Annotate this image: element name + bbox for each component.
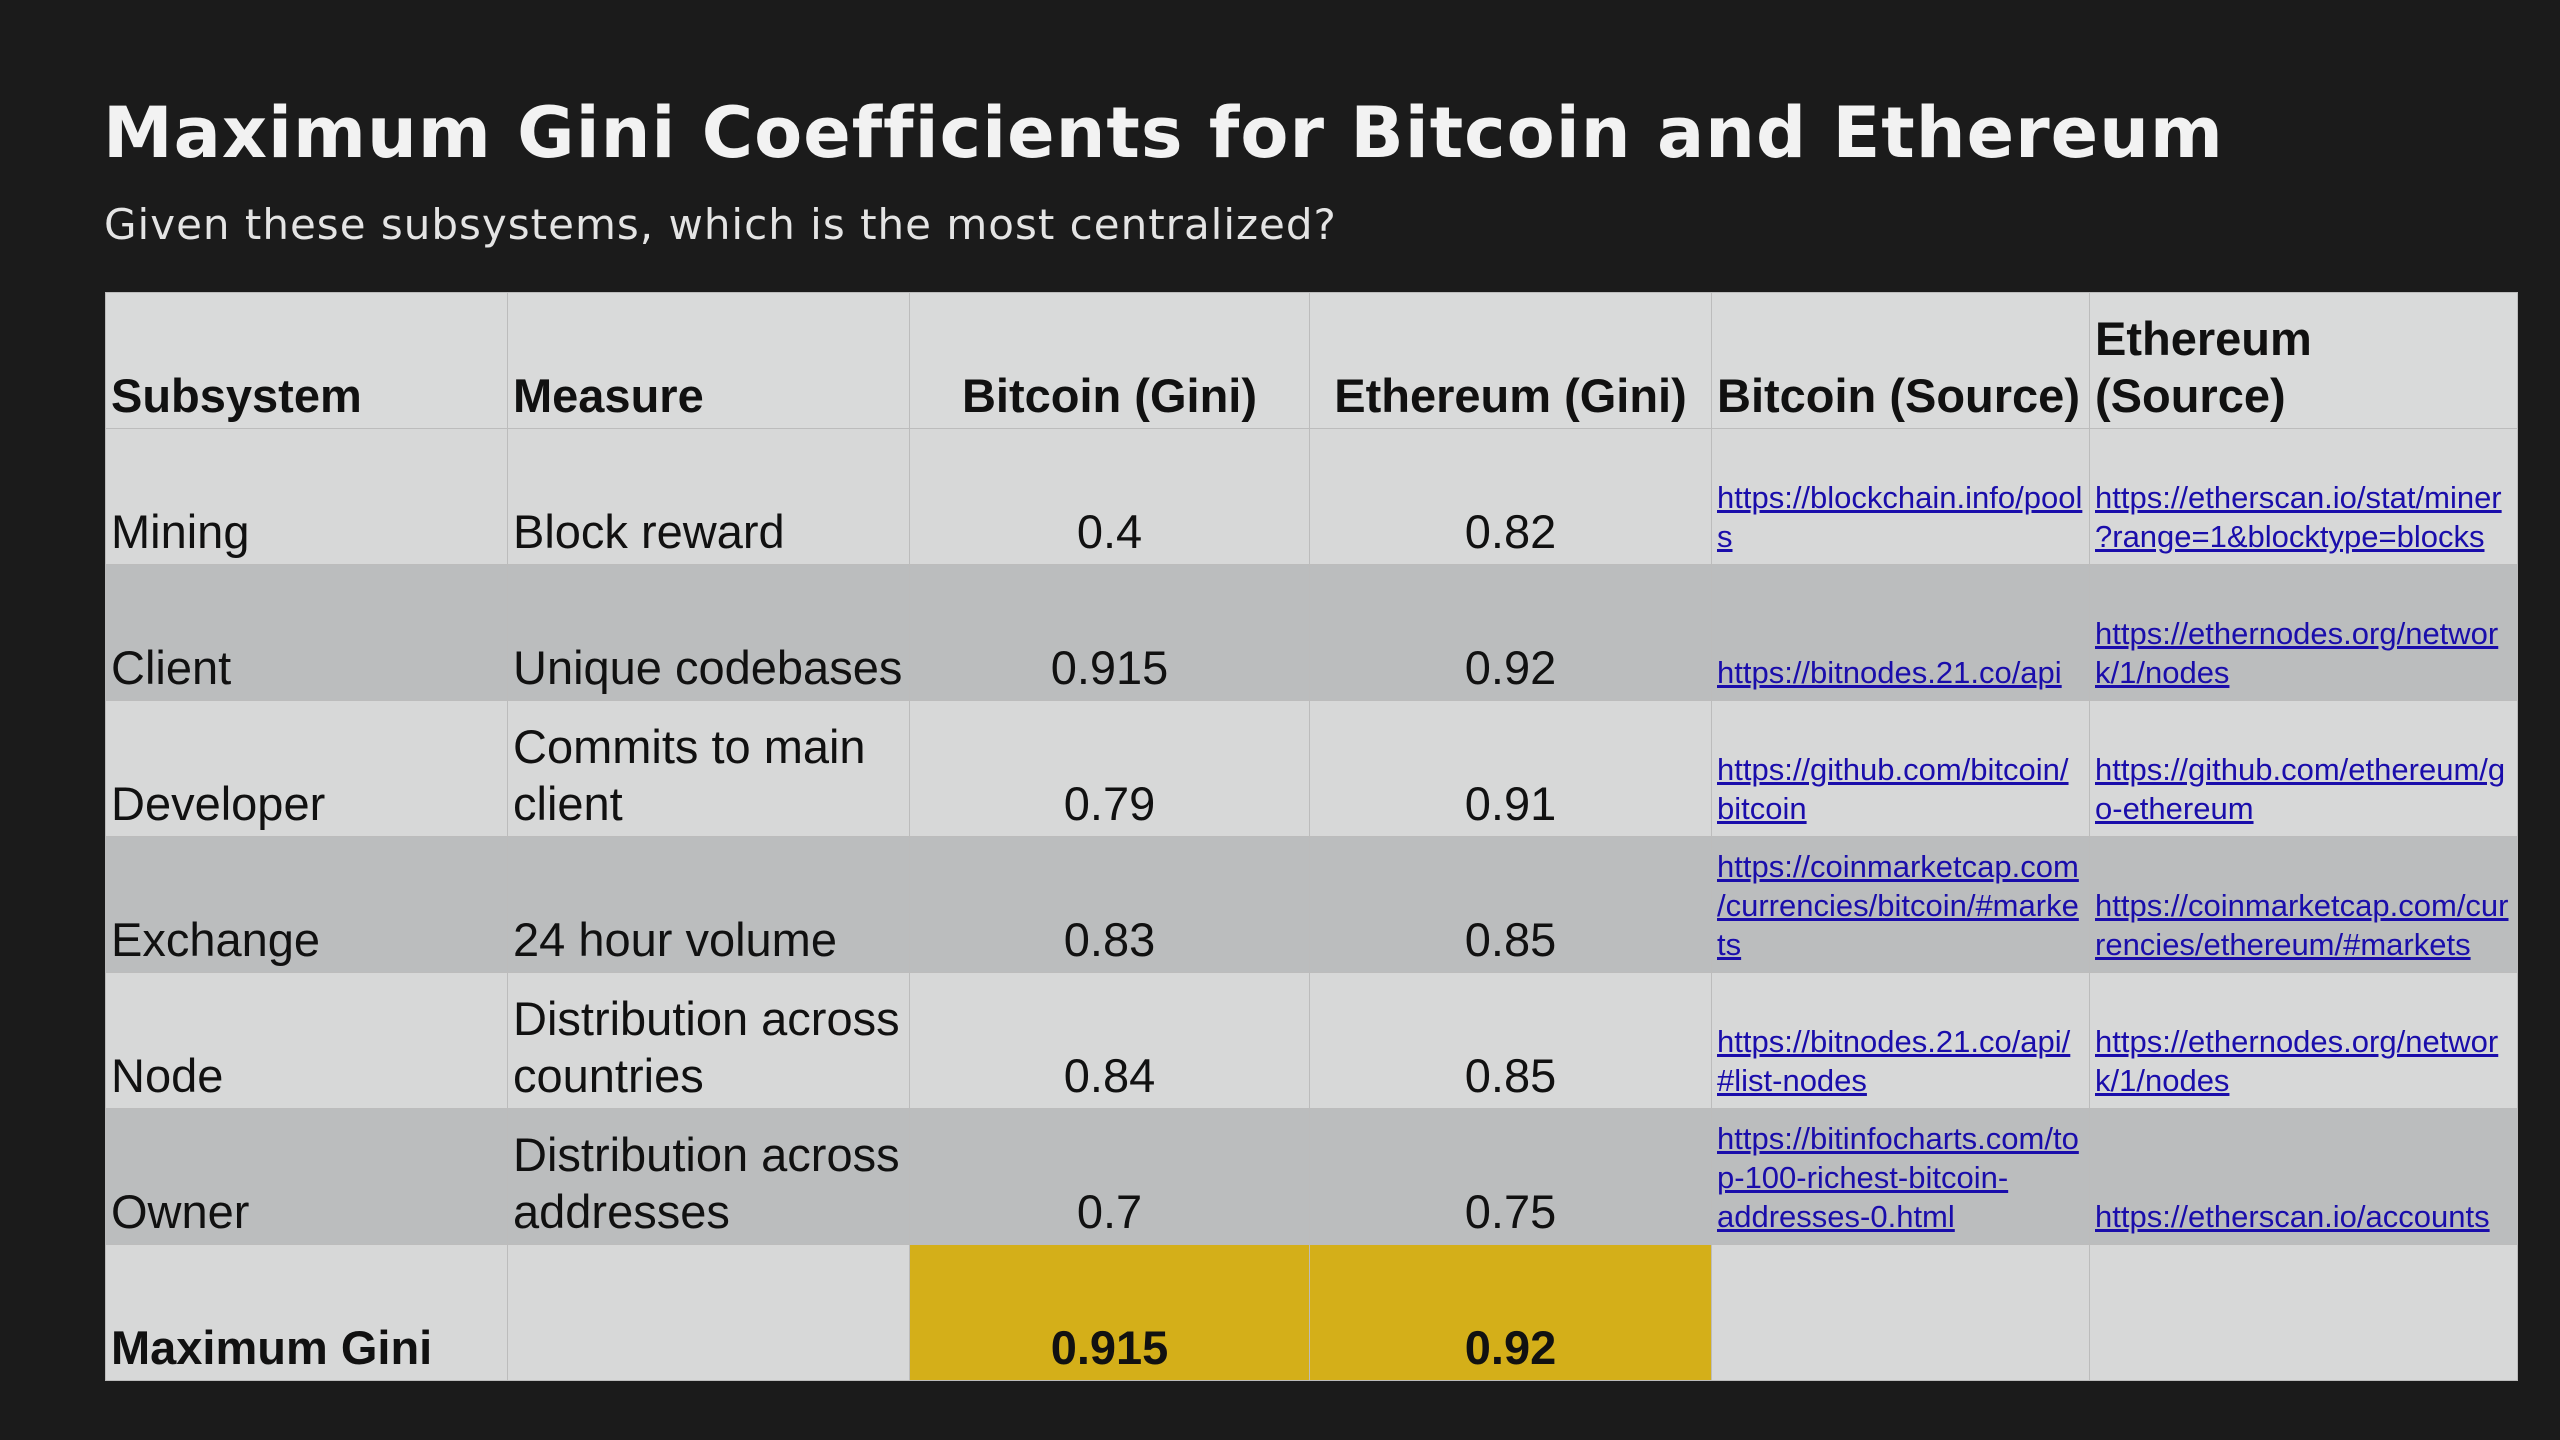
bitcoin-source-link[interactable]: https://blockchain.info/pools (1717, 480, 2083, 554)
table-header-row: Subsystem Measure Bitcoin (Gini) Ethereu… (105, 292, 2518, 429)
ethereum-source-link[interactable]: https://ethernodes.org/network/1/nodes (2095, 616, 2499, 690)
bitcoin-source-link[interactable]: https://github.com/bitcoin/bitcoin (1717, 752, 2069, 826)
cell-bitcoin-gini: 0.4 (909, 428, 1310, 565)
ethereum-source-link[interactable]: https://etherscan.io/accounts (2095, 1199, 2490, 1234)
table-row: Mining Block reward 0.4 0.82 https://blo… (105, 428, 2518, 565)
header-ethereum-source: Ethereum (Source) (2089, 292, 2518, 429)
bitcoin-source-link[interactable]: https://bitnodes.21.co/api (1717, 655, 2062, 690)
cell-total-ethereum-source-empty (2089, 1244, 2518, 1381)
header-measure: Measure (507, 292, 910, 429)
bitcoin-source-link[interactable]: https://bitnodes.21.co/api/#list-nodes (1717, 1024, 2071, 1098)
slide-title: Maximum Gini Coefficients for Bitcoin an… (103, 92, 2224, 174)
cell-bitcoin-source: https://bitnodes.21.co/api (1711, 564, 2090, 701)
cell-ethereum-gini: 0.92 (1309, 564, 1712, 701)
cell-ethereum-gini: 0.85 (1309, 836, 1712, 973)
cell-ethereum-source: https://etherscan.io/accounts (2089, 1108, 2518, 1245)
cell-measure: Distribution across countries (507, 972, 910, 1109)
cell-bitcoin-source: https://blockchain.info/pools (1711, 428, 2090, 565)
gini-table: Subsystem Measure Bitcoin (Gini) Ethereu… (105, 292, 2518, 1381)
header-bitcoin-source: Bitcoin (Source) (1711, 292, 2090, 429)
gini-table-container: Subsystem Measure Bitcoin (Gini) Ethereu… (105, 292, 2518, 1381)
cell-ethereum-gini: 0.91 (1309, 700, 1712, 837)
cell-max-bitcoin-gini: 0.915 (909, 1244, 1310, 1381)
cell-bitcoin-gini: 0.7 (909, 1108, 1310, 1245)
cell-total-measure-empty (507, 1244, 910, 1381)
ethereum-source-link[interactable]: https://coinmarketcap.com/currencies/eth… (2095, 888, 2509, 962)
cell-subsystem: Mining (105, 428, 508, 565)
ethereum-source-link[interactable]: https://ethernodes.org/network/1/nodes (2095, 1024, 2499, 1098)
bitcoin-source-link[interactable]: https://bitinfocharts.com/top-100-riches… (1717, 1121, 2079, 1234)
cell-bitcoin-source: https://bitinfocharts.com/top-100-riches… (1711, 1108, 2090, 1245)
header-subsystem: Subsystem (105, 292, 508, 429)
table-row: Node Distribution across countries 0.84 … (105, 972, 2518, 1109)
cell-ethereum-source: https://ethernodes.org/network/1/nodes (2089, 564, 2518, 701)
table-row: Client Unique codebases 0.915 0.92 https… (105, 564, 2518, 701)
cell-bitcoin-gini: 0.79 (909, 700, 1310, 837)
bitcoin-source-link[interactable]: https://coinmarketcap.com/currencies/bit… (1717, 849, 2079, 962)
cell-bitcoin-gini: 0.84 (909, 972, 1310, 1109)
cell-subsystem: Developer (105, 700, 508, 837)
ethereum-source-link[interactable]: https://github.com/ethereum/go-ethereum (2095, 752, 2506, 826)
cell-measure: Block reward (507, 428, 910, 565)
cell-ethereum-source: https://github.com/ethereum/go-ethereum (2089, 700, 2518, 837)
cell-bitcoin-gini: 0.83 (909, 836, 1310, 973)
cell-total-label: Maximum Gini (105, 1244, 508, 1381)
cell-subsystem: Node (105, 972, 508, 1109)
cell-measure: Distribution across addresses (507, 1108, 910, 1245)
cell-bitcoin-source: https://github.com/bitcoin/bitcoin (1711, 700, 2090, 837)
cell-ethereum-gini: 0.85 (1309, 972, 1712, 1109)
header-ethereum-gini: Ethereum (Gini) (1309, 292, 1712, 429)
cell-bitcoin-source: https://coinmarketcap.com/currencies/bit… (1711, 836, 2090, 973)
ethereum-source-link[interactable]: https://etherscan.io/stat/miner?range=1&… (2095, 480, 2502, 554)
cell-bitcoin-source: https://bitnodes.21.co/api/#list-nodes (1711, 972, 2090, 1109)
cell-subsystem: Client (105, 564, 508, 701)
cell-measure: Unique codebases (507, 564, 910, 701)
table-row: Developer Commits to main client 0.79 0.… (105, 700, 2518, 837)
table-total-row: Maximum Gini 0.915 0.92 (105, 1244, 2518, 1381)
table-row: Exchange 24 hour volume 0.83 0.85 https:… (105, 836, 2518, 973)
cell-subsystem: Owner (105, 1108, 508, 1245)
cell-ethereum-gini: 0.75 (1309, 1108, 1712, 1245)
header-bitcoin-gini: Bitcoin (Gini) (909, 292, 1310, 429)
cell-ethereum-source: https://ethernodes.org/network/1/nodes (2089, 972, 2518, 1109)
cell-ethereum-source: https://etherscan.io/stat/miner?range=1&… (2089, 428, 2518, 565)
cell-total-bitcoin-source-empty (1711, 1244, 2090, 1381)
cell-ethereum-gini: 0.82 (1309, 428, 1712, 565)
cell-max-ethereum-gini: 0.92 (1309, 1244, 1712, 1381)
cell-subsystem: Exchange (105, 836, 508, 973)
table-row: Owner Distribution across addresses 0.7 … (105, 1108, 2518, 1245)
cell-ethereum-source: https://coinmarketcap.com/currencies/eth… (2089, 836, 2518, 973)
cell-measure: Commits to main client (507, 700, 910, 837)
slide-subtitle: Given these subsystems, which is the mos… (104, 200, 1337, 249)
cell-measure: 24 hour volume (507, 836, 910, 973)
cell-bitcoin-gini: 0.915 (909, 564, 1310, 701)
